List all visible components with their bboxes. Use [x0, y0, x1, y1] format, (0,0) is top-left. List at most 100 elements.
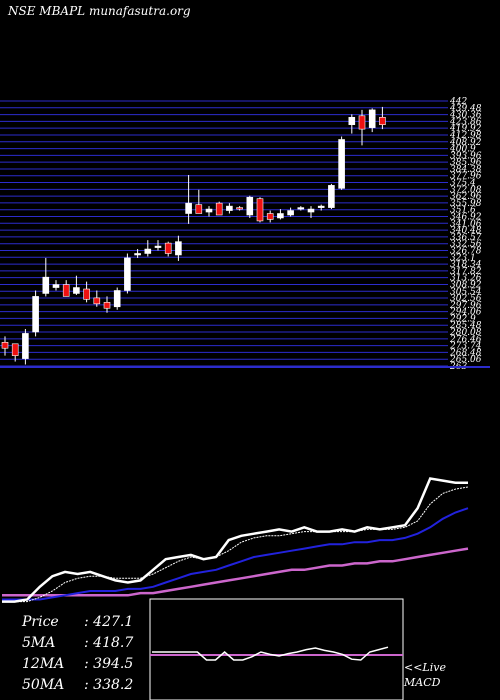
price-axis-label: 430.36: [449, 111, 482, 121]
macd-live-label: <<Live: [404, 661, 446, 674]
price-axis-label: 323.1: [450, 253, 476, 263]
price-axis-label: 439.48: [449, 104, 482, 114]
ma12-stat: 12MA : 394.5: [22, 656, 133, 672]
candle-down: [236, 207, 243, 210]
ma12-value: : 394.5: [84, 656, 134, 672]
price-axis-label: 285.48: [449, 321, 482, 331]
price-axis-label: 384.38: [450, 165, 482, 175]
ma5-value: : 418.7: [84, 635, 134, 651]
chart-header: NSE MBAPL munafasutra.org: [8, 4, 191, 18]
candle-down: [83, 288, 90, 300]
price-axis-label: 273.74: [449, 342, 482, 352]
ma12-label: 12MA: [22, 656, 65, 672]
candle-up: [73, 287, 80, 294]
price-axis-label: 305.54: [450, 287, 482, 297]
price-axis-label: 385.96: [450, 158, 482, 168]
candle-down: [195, 204, 203, 214]
candle-up: [307, 208, 315, 213]
price-axis-label: 268.48: [449, 348, 482, 358]
price-axis-label: 280.08: [449, 328, 482, 338]
ma50-value: : 338.2: [84, 677, 134, 693]
price-axis-label: 372.08: [450, 185, 482, 195]
candle-up: [22, 333, 29, 359]
candle-down: [164, 242, 172, 254]
candle-up: [134, 253, 141, 256]
candle-up: [368, 109, 376, 128]
price-axis-label: 294.06: [449, 308, 482, 318]
macd-frame: [149, 598, 404, 700]
ma12-line: [2, 507, 469, 601]
price-axis-label: 297.96: [449, 301, 482, 311]
candle-up: [297, 207, 305, 210]
ma5-label: 5MA: [22, 635, 56, 651]
price-axis-label: 318.34: [450, 260, 482, 270]
price-axis-label: 400.9: [449, 145, 476, 155]
macd-title: MACD: [404, 676, 441, 689]
candle-down: [62, 284, 70, 297]
candle-down: [379, 116, 386, 125]
price-axis-label: 302.56: [450, 294, 482, 304]
candle-down: [266, 213, 274, 220]
price-axis-label: 276.46: [449, 335, 482, 345]
candle-up: [226, 205, 233, 211]
price-axis-label: 375.4: [450, 179, 476, 189]
ma50-label: 50MA: [22, 677, 65, 693]
candle-down: [358, 115, 366, 130]
price-axis-label: 419.92: [449, 124, 482, 134]
candle-up: [287, 210, 294, 216]
price-axis-label: 326.78: [450, 246, 482, 256]
price-value: : 427.1: [84, 614, 134, 630]
candle-down: [215, 202, 223, 216]
ma50-stat: 50MA : 338.2: [22, 677, 133, 693]
candle-down: [103, 302, 111, 309]
candle-up: [317, 205, 325, 208]
price-axis-label: 346.92: [450, 213, 482, 223]
price-axis-label: 292.9: [449, 314, 476, 324]
candle-down: [256, 198, 264, 222]
price-axis-label: 317.82: [450, 267, 482, 277]
candle-up: [277, 213, 284, 219]
price-axis-label: 340.48: [450, 226, 482, 236]
candle-up: [348, 116, 356, 125]
price-axis-label: 313.26: [450, 274, 482, 284]
candle-up: [246, 196, 254, 216]
candle-up: [185, 202, 192, 214]
candle-up: [113, 290, 121, 308]
price-label: Price: [22, 614, 59, 630]
candle-down: [93, 297, 101, 305]
price-axis-label: 423.86: [449, 117, 482, 127]
price-axis-label: 336.57: [450, 233, 482, 243]
candle-up: [338, 139, 345, 189]
candle-up: [32, 296, 39, 333]
price-axis-label: 393.96: [450, 151, 482, 161]
price-axis-label: 362.96: [450, 192, 482, 202]
price-axis-label: 351.6: [450, 206, 476, 216]
price-axis-label: 408.92: [449, 138, 482, 148]
price-axis-label: 412.98: [449, 131, 482, 141]
candle-up: [328, 185, 335, 208]
candle-up: [205, 208, 213, 213]
macd-line: [152, 646, 389, 661]
price-axis-label: 355.98: [450, 199, 482, 209]
ma50-line: [2, 547, 469, 597]
price-axis-label: 308.92: [450, 280, 482, 290]
candle-up: [154, 245, 162, 248]
symbol-label: NSE MBAPL: [8, 4, 86, 18]
candle-up: [52, 284, 60, 288]
price-axis-label: 265.06: [449, 355, 482, 365]
price-axis-label: 341.06: [450, 219, 482, 229]
candle-up: [124, 257, 131, 291]
price-stat: Price : 427.1: [22, 614, 133, 630]
candle-down: [1, 342, 9, 349]
candle-up: [175, 241, 182, 256]
price-line: [2, 477, 468, 603]
candle-up: [42, 276, 50, 294]
candle-down: [11, 343, 19, 356]
price-axis-label: 332.56: [450, 240, 482, 250]
ma5-line: [2, 486, 469, 603]
price-axis-label: 377.96: [450, 172, 482, 182]
site-label: munafasutra.org: [88, 4, 191, 18]
candle-up: [144, 248, 152, 254]
